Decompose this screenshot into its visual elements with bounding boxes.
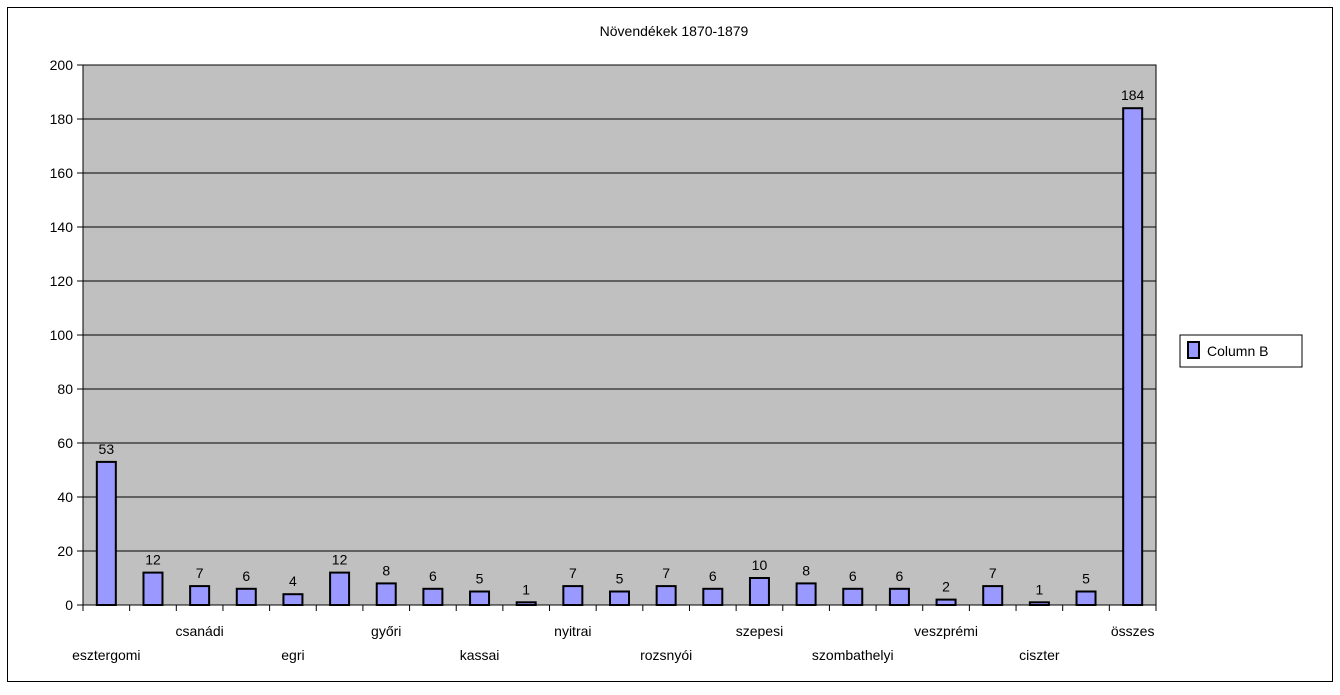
data-label: 6 (242, 568, 250, 584)
legend-box (1179, 334, 1303, 368)
bar (235, 587, 257, 606)
bar (1028, 601, 1050, 606)
bar (1075, 590, 1097, 606)
bar (795, 582, 817, 607)
data-label: 1 (1035, 581, 1043, 597)
bar (562, 585, 584, 606)
y-tick-label: 100 (50, 327, 74, 343)
data-label: 1 (522, 581, 530, 597)
data-label: 8 (802, 562, 810, 578)
x-tick-label: egri (281, 647, 304, 663)
data-label: 7 (569, 565, 577, 581)
y-tick-label: 120 (50, 273, 74, 289)
data-label: 184 (1121, 87, 1145, 103)
data-label: 8 (382, 562, 390, 578)
bar (422, 587, 444, 606)
y-tick-label: 200 (50, 57, 74, 73)
bar (748, 577, 770, 606)
data-label: 12 (332, 552, 348, 568)
bar (888, 587, 910, 606)
x-tick-label: esztergomi (72, 647, 140, 663)
legend-label: Column B (1207, 343, 1268, 359)
y-tick-label: 140 (50, 219, 74, 235)
x-tick-label: veszprémi (914, 623, 978, 639)
x-tick-label: szombathelyi (812, 647, 894, 663)
data-label: 12 (145, 552, 161, 568)
data-label: 7 (662, 565, 670, 581)
data-label: 5 (476, 571, 484, 587)
data-label: 2 (942, 579, 950, 595)
data-label: 7 (196, 565, 204, 581)
bar (282, 593, 304, 607)
data-label: 10 (752, 557, 768, 573)
data-label: 5 (1082, 571, 1090, 587)
data-label: 6 (709, 568, 717, 584)
y-tick-label: 60 (57, 435, 73, 451)
legend-swatch (1187, 341, 1200, 359)
x-tick-label: kassai (460, 647, 500, 663)
bar (655, 585, 677, 606)
data-label: 6 (429, 568, 437, 584)
y-tick-label: 160 (50, 165, 74, 181)
bar (702, 587, 724, 606)
bar (375, 582, 397, 607)
data-label: 4 (289, 573, 297, 589)
x-tick-label: összes (1111, 623, 1155, 639)
y-tick-label: 40 (57, 489, 73, 505)
x-tick-label: csanádi (175, 623, 223, 639)
y-tick-label: 180 (50, 111, 74, 127)
data-label: 7 (989, 565, 997, 581)
bar (189, 585, 211, 606)
bar (469, 590, 491, 606)
y-tick-label: 0 (65, 597, 73, 613)
y-tick-label: 20 (57, 543, 73, 559)
bar (935, 598, 957, 606)
x-tick-label: szepesi (736, 623, 783, 639)
chart-title: Növendékek 1870-1879 (600, 23, 749, 39)
data-label: 5 (616, 571, 624, 587)
bar (329, 571, 351, 606)
x-tick-label: nyitrai (554, 623, 591, 639)
bar (982, 585, 1004, 606)
bar (1122, 107, 1144, 606)
bar (515, 601, 537, 606)
bar (142, 571, 164, 606)
x-tick-label: ciszter (1019, 647, 1060, 663)
bar (609, 590, 630, 606)
x-tick-label: rozsnyói (640, 647, 692, 663)
y-tick-label: 80 (57, 381, 73, 397)
x-tick-label: győri (371, 623, 401, 639)
bar (95, 460, 117, 606)
bar (842, 587, 864, 606)
data-label: 6 (849, 568, 857, 584)
data-label: 53 (99, 441, 115, 457)
data-label: 6 (896, 568, 904, 584)
